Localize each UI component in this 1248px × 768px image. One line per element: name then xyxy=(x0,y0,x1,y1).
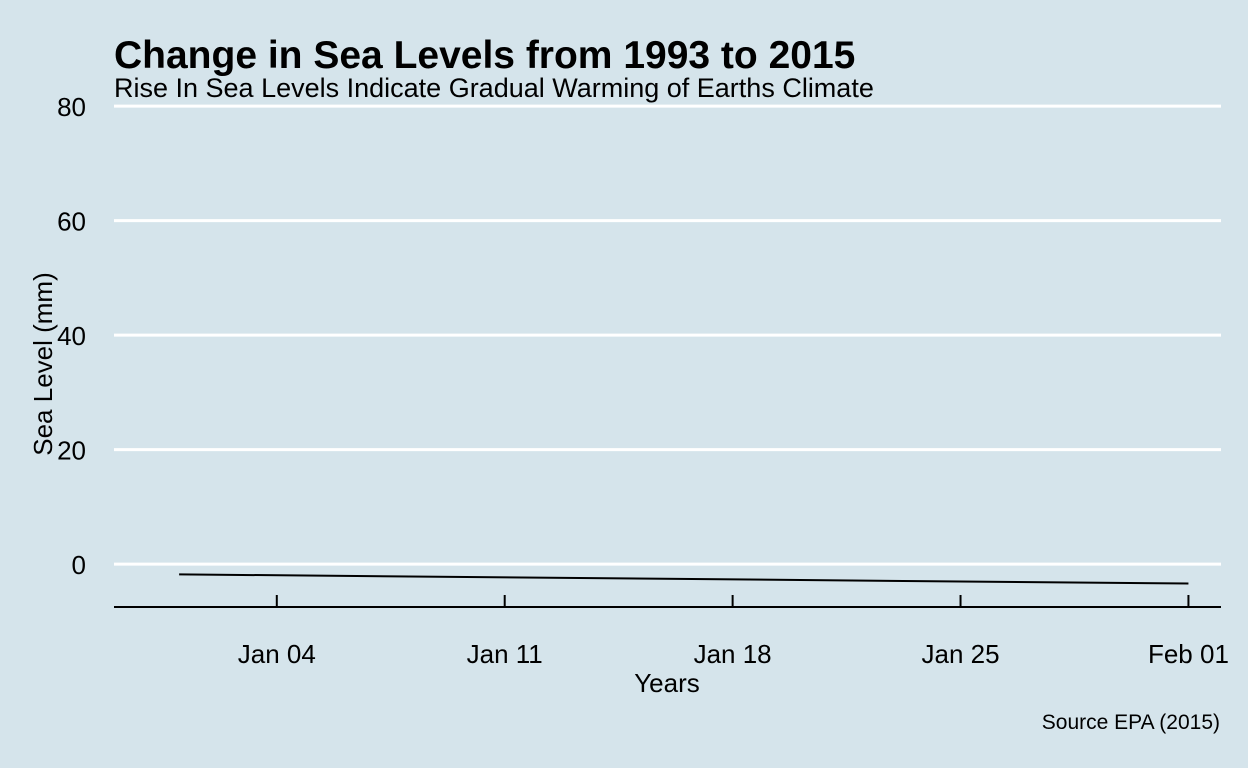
chart-caption: Source EPA (2015) xyxy=(1042,711,1220,734)
y-tick-label: 0 xyxy=(72,550,86,580)
sea-level-series-line xyxy=(179,573,1189,585)
x-tick-label: Jan 04 xyxy=(238,639,316,669)
chart-subtitle: Rise In Sea Levels Indicate Gradual Warm… xyxy=(114,73,874,103)
y-axis-title: Sea Level (mm) xyxy=(28,272,58,456)
x-tick-label: Jan 25 xyxy=(921,639,999,669)
chart-title: Change in Sea Levels from 1993 to 2015 xyxy=(114,34,855,77)
x-tick-label: Jan 18 xyxy=(694,639,772,669)
y-tick-label: 40 xyxy=(57,321,86,351)
y-tick-label: 80 xyxy=(57,92,86,122)
x-axis-title: Years xyxy=(634,668,700,698)
series-layer xyxy=(179,573,1189,585)
y-tick-label: 60 xyxy=(57,207,86,237)
y-tick-labels: 0 20 40 60 80 xyxy=(57,92,86,580)
y-gridlines xyxy=(114,104,1221,566)
x-tick-label: Feb 01 xyxy=(1148,639,1229,669)
x-tick-label: Jan 11 xyxy=(467,639,543,669)
x-ticks: Jan 04 Jan 11 Jan 18 Jan 25 Feb 01 xyxy=(238,595,1229,669)
y-tick-label: 20 xyxy=(57,436,86,466)
